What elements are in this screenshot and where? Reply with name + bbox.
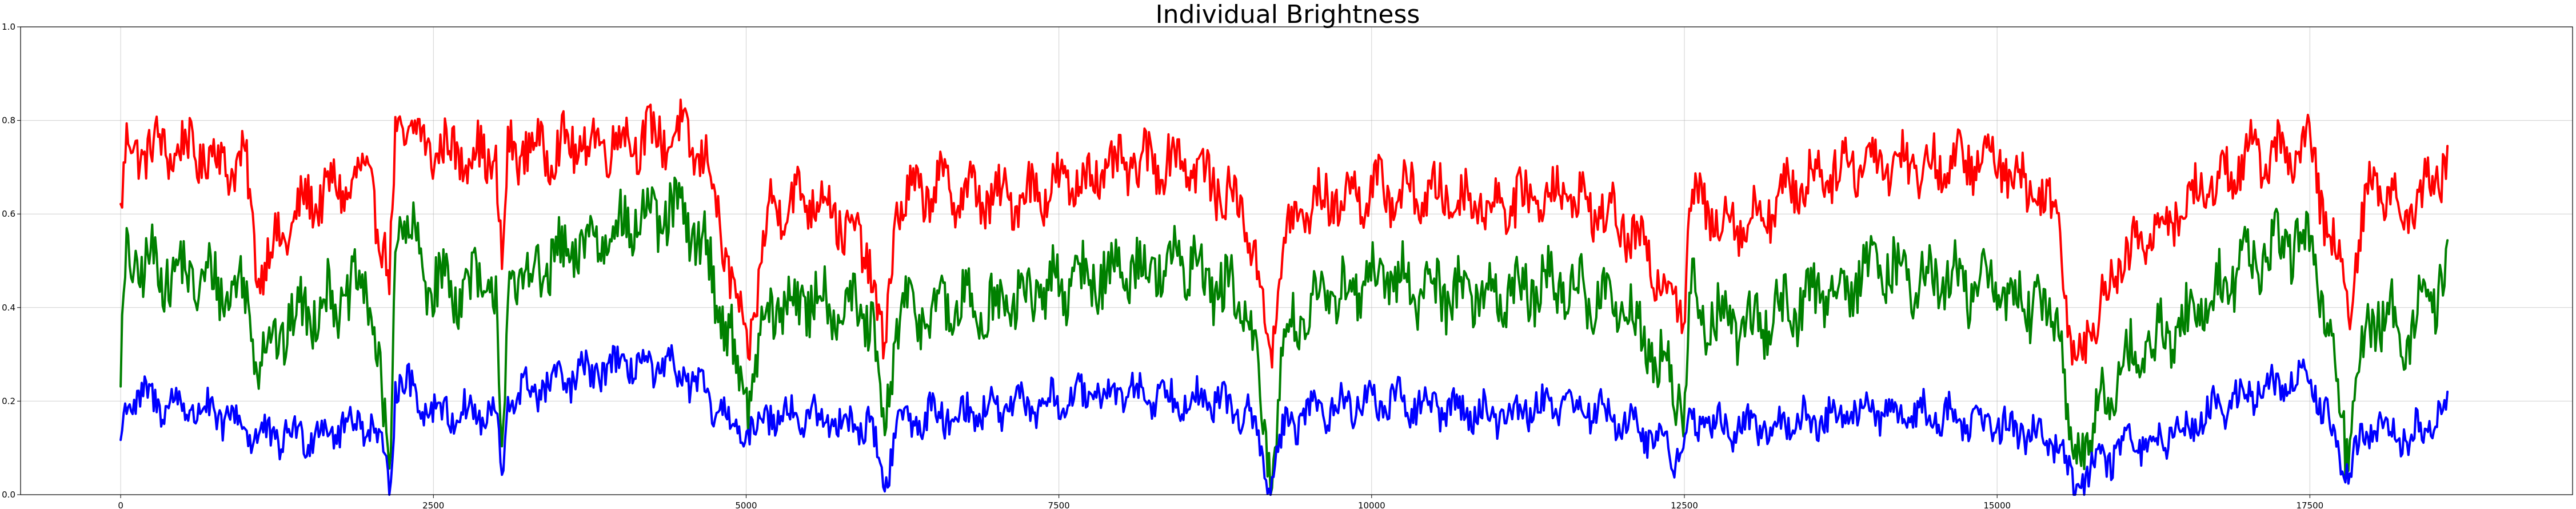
x-tick-label: 5000 (735, 500, 757, 509)
series-line-3 (119, 344, 2449, 496)
chart-title: Individual Brightness (1156, 0, 1420, 29)
x-tick-label: 7500 (1048, 500, 1070, 509)
x-tick-label: 17500 (2297, 500, 2324, 509)
series-line-1 (119, 98, 2449, 369)
y-tick-label: 0.4 (2, 303, 15, 313)
y-tick-label: 0.6 (2, 209, 15, 219)
x-tick-label: 10000 (1358, 500, 1385, 509)
x-tick-label: 15000 (1983, 500, 2011, 509)
y-tick-label: 1.0 (2, 22, 15, 32)
tick-layer: 0 2500 5000 7500 10000 12500 15000 17500 0.0 0.2 0… (2, 22, 2323, 509)
x-tick-label: 0 (118, 500, 123, 509)
x-tick-label: 12500 (1671, 500, 1698, 509)
y-tick-label: 0.2 (2, 396, 15, 406)
y-tick-label: 0.0 (2, 490, 15, 500)
series-layer (119, 98, 2449, 496)
grid-layer (21, 26, 2573, 495)
y-tick-label: 0.8 (2, 116, 15, 126)
plot-frame (20, 26, 2573, 495)
x-tick-label: 2500 (422, 500, 444, 509)
series-line-2 (119, 176, 2449, 496)
